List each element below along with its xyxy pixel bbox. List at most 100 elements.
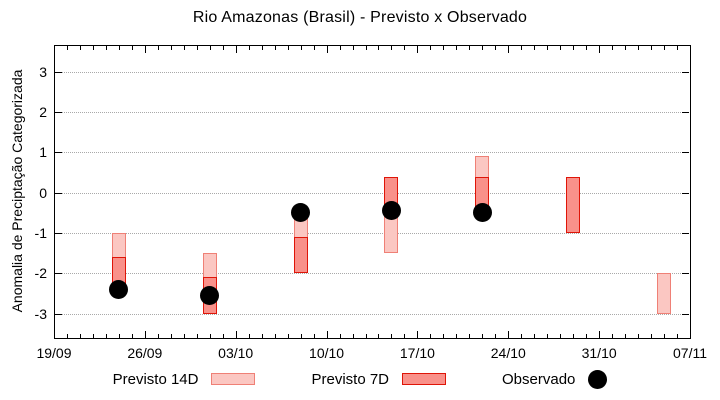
y-tick: [55, 273, 62, 275]
y-tick: [682, 313, 689, 315]
legend-entry-observado: Observado: [502, 369, 608, 389]
x-tick: [326, 46, 328, 53]
y-tick-label: -1: [34, 225, 47, 242]
x-tick: [586, 334, 588, 338]
legend-label-previsto-7d: Previsto 7D: [311, 370, 390, 388]
x-tick: [183, 334, 185, 338]
y-tick: [55, 152, 62, 154]
x-tick: [638, 334, 640, 338]
x-tick: [66, 334, 68, 338]
x-tick: [482, 46, 484, 50]
x-tick: [417, 331, 419, 338]
x-tick: [508, 46, 510, 53]
x-tick: [651, 46, 653, 50]
x-tick: [443, 334, 445, 338]
x-tick: [651, 334, 653, 338]
plot-area: [54, 45, 691, 339]
legend-swatch-previsto-7d: [402, 373, 447, 385]
y-tick: [55, 192, 62, 194]
x-tick: [196, 46, 198, 50]
y-tick: [682, 233, 689, 235]
x-tick: [144, 331, 146, 338]
y-tick-label: 1: [39, 144, 47, 161]
x-tick: [54, 46, 55, 53]
x-tick: [456, 46, 458, 50]
y-tick: [682, 152, 689, 154]
x-tick: [157, 334, 159, 338]
x-tick: [391, 46, 393, 50]
gridline: [55, 192, 689, 194]
x-tick: [443, 46, 445, 50]
legend-swatch-previsto-14d: [211, 373, 256, 385]
x-tick: [209, 334, 211, 338]
x-tick: [573, 46, 575, 50]
x-tick: [664, 334, 666, 338]
gridline: [55, 71, 689, 73]
x-tick: [118, 46, 120, 50]
y-tick: [55, 233, 62, 235]
legend: Previsto 14D Previsto 7D Observado: [0, 364, 720, 394]
x-tick: [54, 331, 55, 338]
x-tick: [625, 46, 627, 50]
legend-label-previsto-14d: Previsto 14D: [112, 370, 199, 388]
x-tick: [274, 46, 276, 50]
x-tick: [456, 334, 458, 338]
x-tick: [352, 46, 354, 50]
x-tick: [157, 46, 159, 50]
x-tick: [469, 46, 471, 50]
x-tick: [573, 334, 575, 338]
x-tick: [586, 46, 588, 50]
x-tick: [339, 334, 341, 338]
x-tick: [131, 334, 133, 338]
x-tick: [261, 46, 263, 50]
x-tick: [118, 334, 120, 338]
x-tick: [677, 334, 679, 338]
x-tick: [560, 46, 562, 50]
observed-dot: [109, 280, 129, 300]
x-tick: [521, 46, 523, 50]
gridline: [55, 313, 689, 315]
x-tick: [222, 334, 224, 338]
forecast-bar-7d: [293, 237, 308, 274]
y-tick: [55, 71, 62, 73]
y-tick: [682, 71, 689, 73]
x-tick: [430, 334, 432, 338]
x-tick: [313, 334, 315, 338]
x-tick: [417, 46, 419, 53]
y-tick-label: 2: [39, 103, 47, 120]
x-tick: [391, 334, 393, 338]
y-tick: [682, 111, 689, 113]
x-tick: [599, 46, 601, 53]
x-tick: [105, 46, 107, 50]
x-tick-label: 24/10: [490, 345, 526, 361]
observed-dot: [291, 203, 311, 223]
x-tick: [222, 46, 224, 50]
x-tick: [287, 334, 289, 338]
gridline: [55, 273, 689, 275]
x-tick: [326, 331, 328, 338]
x-tick: [365, 334, 367, 338]
x-tick: [521, 334, 523, 338]
x-tick: [547, 334, 549, 338]
x-tick: [235, 46, 237, 53]
x-tick: [365, 46, 367, 50]
x-tick: [690, 46, 691, 53]
gridline: [55, 111, 689, 113]
x-tick: [534, 46, 536, 50]
observed-dot: [472, 203, 492, 223]
x-tick: [430, 46, 432, 50]
x-tick: [339, 46, 341, 50]
x-tick: [287, 46, 289, 50]
x-tick: [92, 334, 94, 338]
x-tick: [404, 46, 406, 50]
x-tick: [664, 46, 666, 50]
x-tick: [495, 334, 497, 338]
x-tick: [170, 46, 172, 50]
y-tick-label: 0: [39, 184, 47, 201]
x-tick: [144, 46, 146, 53]
chart-title: Rio Amazonas (Brasil) - Previsto x Obser…: [192, 9, 528, 26]
x-tick: [131, 46, 133, 50]
y-tick-label: -3: [34, 305, 47, 322]
x-tick: [378, 46, 380, 50]
y-tick: [55, 313, 62, 315]
